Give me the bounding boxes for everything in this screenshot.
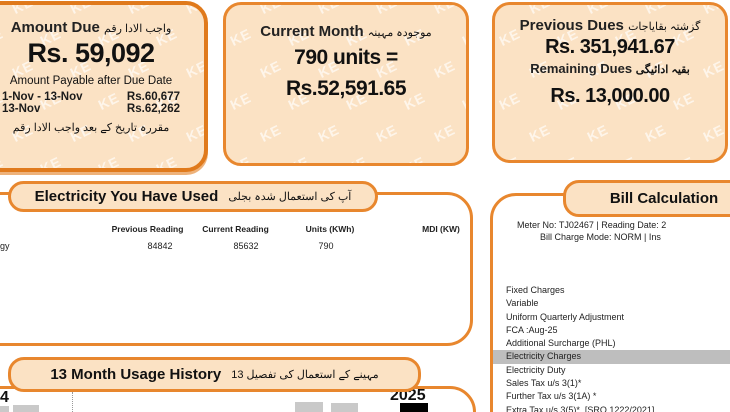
bill-calculation-header: Bill Calculation: [563, 180, 730, 217]
due-date-table: 1-Nov - 13-Nov Rs.60,677 13-Nov Rs.62,26…: [2, 91, 180, 115]
charge-item-label: Electricity Duty: [506, 364, 566, 375]
charge-item-label: Fixed Charges: [506, 285, 565, 295]
charge-item-label: Variable: [506, 298, 539, 309]
electricity-used-title: Electricity You Have Used: [34, 188, 219, 205]
charge-item-label: Extra Tax u/s 3(5)*, [SRO 1222/2021]: [506, 404, 655, 412]
charge-item: Further Tax u/s 3(1A) *: [493, 390, 730, 403]
due-date-row: 13-Nov Rs.62,262: [2, 103, 180, 115]
due-date-range: 13-Nov: [2, 103, 41, 115]
remaining-dues-value: Rs. 13,000.00: [550, 85, 670, 107]
usage-bar: [13, 405, 39, 412]
charge-item-label: Further Tax u/s 3(1A) *: [506, 391, 597, 402]
charge-item-label: Sales Tax u/s 3(1)*: [506, 378, 582, 389]
previous-dues-box: KEKEKEKEKEKEKEKEKEKEKEKEKEKEKEKEKEKEKEKE…: [492, 2, 728, 163]
amount-due-title-urdu: واجب الادا رقم: [104, 23, 172, 35]
units-value: 790: [318, 241, 334, 251]
due-date-amount: Rs.62,262: [126, 103, 180, 115]
amount-due-value: Rs. 59,092: [27, 38, 155, 68]
electricity-used-section: [0, 192, 473, 346]
remaining-dues-title: Remaining Dues بقیہ ادائیگی: [495, 61, 725, 76]
charge-item-label: FCA :Aug-25: [506, 324, 558, 335]
previous-reading-value: 84842: [147, 241, 173, 251]
current-reading-value: 85632: [233, 241, 259, 251]
charge-item: Uniform Quarterly Adjustment: [493, 311, 730, 324]
electricity-used-header: Electricity You Have Used آپ کی استعمال …: [8, 181, 378, 212]
bill-calculation-title: Bill Calculation: [609, 190, 719, 207]
electricity-used-title-urdu: آپ کی استعمال شدہ بجلی: [228, 191, 352, 203]
amount-due-footnote-urdu: مقررہ تاریخ کے بعد واجب الادا رقم: [12, 122, 170, 134]
current-month-title: Current Month موجودہ مہینہ: [226, 23, 466, 40]
col-mdi-kw: MDI (KW): [422, 224, 460, 234]
usage-history-header: 13 Month Usage History 13 مہینے کے استعم…: [8, 357, 421, 392]
charge-item: Extra Tax u/s 3(5)*, [SRO 1222/2021]: [493, 404, 730, 412]
current-month-box: KEKEKEKEKEKEKEKEKEKEKEKEKEKEKEKEKEKEKEKE…: [223, 2, 469, 166]
due-date-amount: Rs.60,677: [126, 91, 180, 103]
charge-item-highlighted: Electricity Charges: [493, 350, 730, 364]
usage-bar: [0, 406, 9, 412]
col-previous-reading: Previous Reading: [111, 224, 184, 234]
previous-dues-title-en: Previous Dues: [519, 17, 624, 34]
bill-mode-line: Bill Charge Mode: NORM | Ins: [540, 232, 661, 242]
charge-item: Variable: [493, 297, 730, 310]
charge-item: Electricity Duty: [493, 364, 730, 377]
meter-info-line: Meter No: TJ02467 | Reading Date: 2: [517, 220, 667, 230]
remaining-dues-title-urdu: بقیہ ادائیگی: [635, 64, 690, 76]
usage-history-title: 13 Month Usage History: [50, 366, 222, 383]
charge-item-label: Electricity Charges: [506, 351, 582, 362]
charge-item-label: Additional Surcharge (PHL): [506, 338, 616, 349]
payable-after-due-date-label: Amount Payable after Due Date: [9, 75, 173, 87]
due-date-range: 1-Nov - 13-Nov: [2, 91, 83, 103]
usage-history-title-urdu: 13 مہینے کے استعمال کی تفصیل: [231, 369, 379, 381]
charge-item: Sales Tax u/s 3(1)*: [493, 377, 730, 390]
current-month-title-urdu: موجودہ مہینہ: [367, 27, 432, 39]
year-label-left: 4: [0, 389, 9, 406]
previous-dues-value: Rs. 351,941.67: [545, 36, 675, 58]
charge-item: Fixed Charges: [493, 284, 730, 297]
current-month-title-en: Current Month: [260, 23, 364, 40]
charge-item: Additional Surcharge (PHL): [493, 337, 730, 350]
col-units-kwh: Units (KWh): [305, 224, 355, 234]
remaining-dues-title-en: Remaining Dues: [530, 61, 633, 76]
amount-due-box: KE KE KE KE KE KE KE KE KE KE KE KE KE KE KE KE KE KE KE KE…: [0, 1, 208, 172]
current-month-amount: Rs.52,591.65: [285, 77, 407, 100]
reading-row-label: gy: [0, 241, 10, 251]
usage-bar: [295, 402, 323, 412]
current-month-units: 790 units =: [294, 46, 398, 69]
usage-bar: [331, 403, 358, 412]
col-current-reading: Current Reading: [202, 224, 269, 234]
charge-item-label: Uniform Quarterly Adjustment: [506, 311, 625, 322]
charge-items-list: Fixed Charges Variable Uniform Quarterly…: [493, 284, 730, 412]
amount-due-title-en: Amount Due: [10, 19, 100, 36]
due-date-row: 1-Nov - 13-Nov Rs.60,677: [2, 91, 180, 103]
chart-divider-line: [72, 392, 73, 412]
usage-bar-current: [400, 403, 428, 412]
amount-due-title: Amount Due واجب الادا رقم: [0, 19, 204, 36]
charge-item: FCA :Aug-25: [493, 324, 730, 337]
previous-dues-title: Previous Dues گزشتہ بقایاجات: [495, 17, 725, 34]
previous-dues-title-urdu: گزشتہ بقایاجات: [628, 21, 701, 33]
